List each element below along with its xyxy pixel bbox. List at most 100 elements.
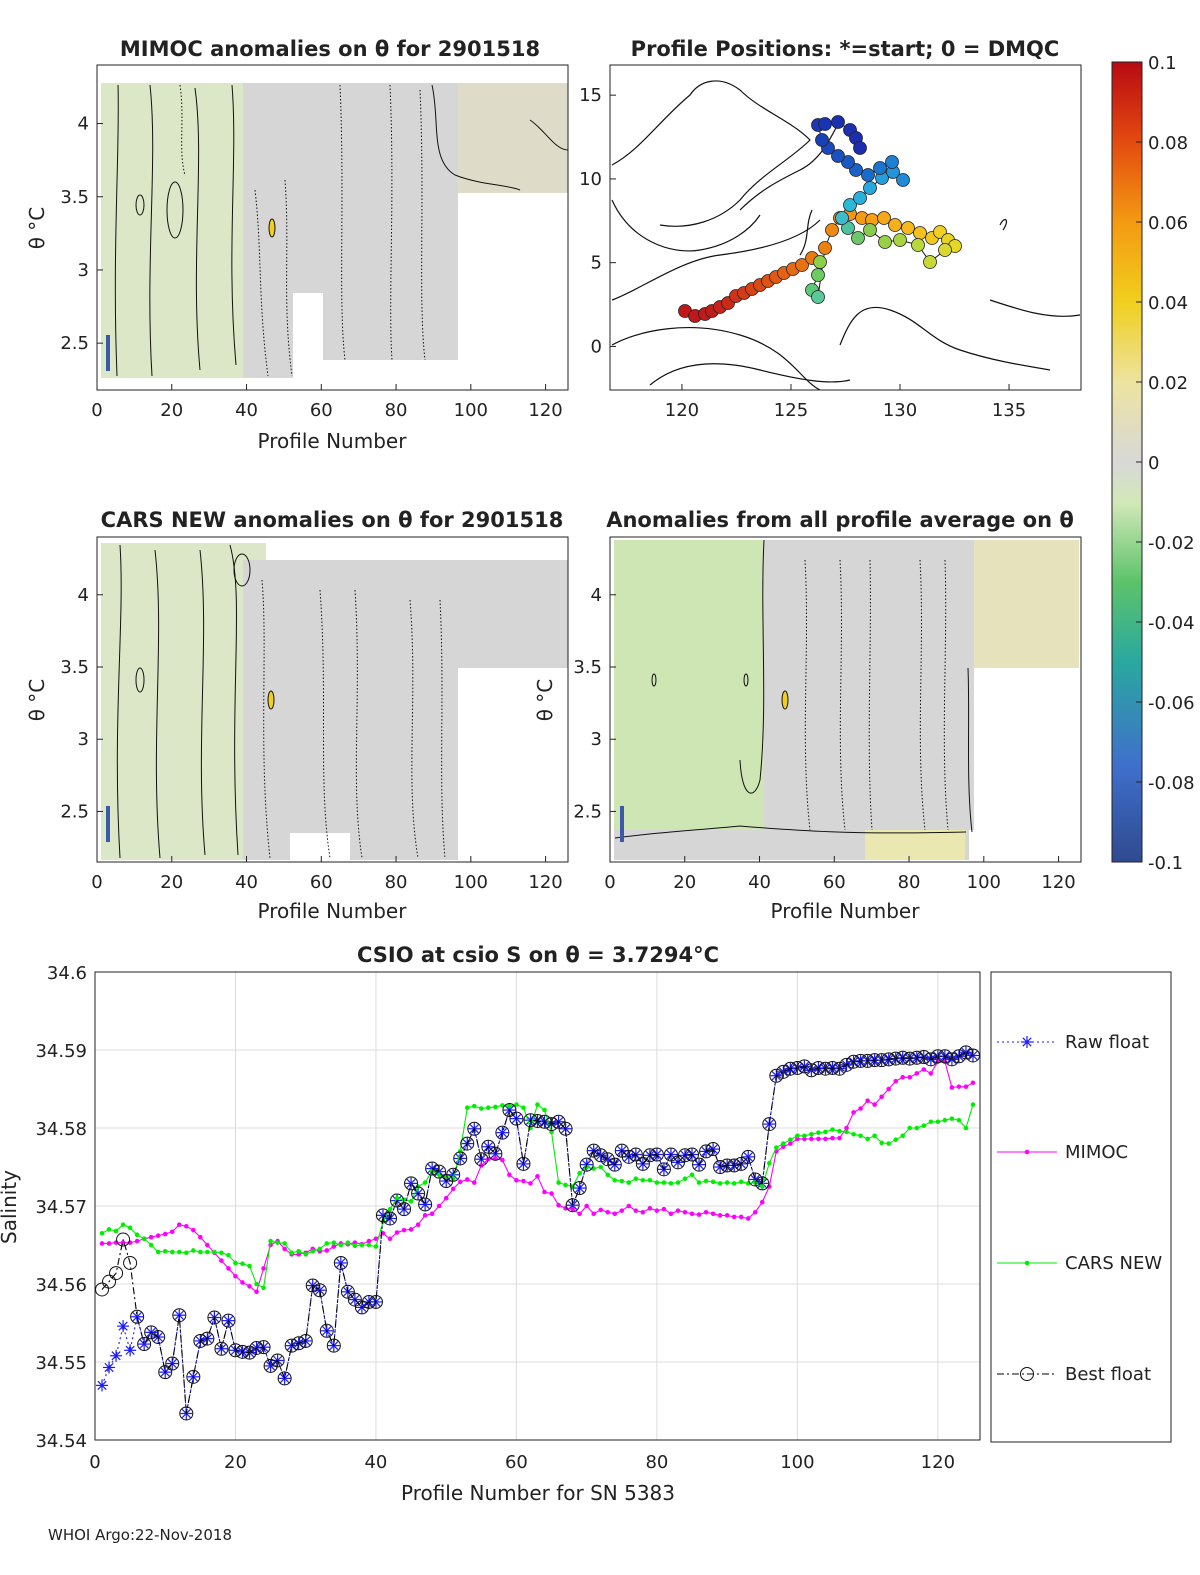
data-point (184, 1223, 189, 1229)
positive-anomaly-spot (781, 690, 789, 710)
data-point (479, 1106, 484, 1111)
data-point (422, 1213, 428, 1218)
data-point (633, 1208, 639, 1213)
colorbar-tick-label: 0 (1148, 453, 1159, 474)
data-point (493, 1104, 498, 1110)
data-point (347, 1292, 362, 1307)
data-point (921, 1123, 927, 1128)
y-tick-label: 3 (78, 729, 89, 750)
star-stroke (933, 1051, 943, 1061)
positive-anomaly-spot (268, 218, 276, 238)
x-tick-label: 120 (528, 872, 562, 893)
data-point (563, 1182, 568, 1188)
data-point (944, 1052, 959, 1067)
profile-position-marker (896, 173, 910, 187)
data-point (361, 1294, 376, 1309)
data-point (724, 1180, 730, 1185)
data-point (956, 1117, 962, 1123)
data-point (766, 1160, 772, 1166)
star-stroke (497, 1128, 508, 1138)
data-point (278, 1372, 291, 1385)
data-point (928, 1071, 934, 1076)
x-tick-label: 20 (160, 872, 183, 893)
data-point (790, 1060, 805, 1075)
data-point (717, 1181, 723, 1186)
profile-position-marker (815, 133, 829, 147)
profile-position-marker (885, 155, 899, 169)
data-point (240, 1261, 245, 1267)
x-tick-label: 60 (823, 872, 846, 893)
x-tick-label: 40 (364, 1452, 387, 1473)
data-point (514, 1102, 519, 1107)
x-tick-label: 60 (310, 872, 333, 893)
star-stroke (265, 1361, 276, 1371)
data-point (422, 1180, 428, 1185)
x-tick-label: 80 (385, 872, 408, 893)
chart-title: CSIO at csio S on θ = 3.7294°C (357, 943, 719, 967)
anomaly-field (865, 830, 965, 860)
legend-box (990, 971, 1172, 1443)
mimoc-axes-frame (96, 64, 569, 391)
profile-position-marker (901, 221, 915, 235)
data-point (375, 1208, 390, 1223)
star-stroke (518, 1159, 529, 1169)
data-point (879, 1094, 884, 1100)
data-point (762, 1117, 777, 1132)
y-tick-label: 3.5 (60, 187, 89, 208)
data-point (102, 1274, 117, 1289)
data-point (366, 1238, 372, 1244)
y-tick-label: 5 (591, 253, 602, 274)
y-tick-label: 34.58 (35, 1119, 87, 1140)
data-point (649, 1147, 664, 1162)
profile-position-marker (853, 191, 867, 205)
data-point (523, 1113, 538, 1128)
data-point (124, 1344, 137, 1357)
data-point (682, 1176, 688, 1181)
profile-position-marker (911, 238, 925, 252)
data-point (240, 1280, 245, 1285)
data-point (556, 1180, 561, 1185)
data-point (530, 1113, 545, 1128)
data-point (731, 1214, 737, 1220)
data-point (130, 1309, 145, 1324)
star-stroke (1022, 1037, 1032, 1047)
colorbar-tick-label: 0.08 (1148, 133, 1188, 154)
star-stroke (434, 1167, 444, 1177)
average-xlabel: Profile Number (771, 899, 921, 923)
chart-series (95, 1045, 980, 1421)
star-stroke (329, 1340, 339, 1351)
data-point (689, 1211, 695, 1217)
data-point (874, 1053, 889, 1068)
average-yticks: 2.5 3 3.5 4 (573, 585, 616, 822)
data-point (509, 1111, 524, 1126)
cars-xlabel: Profile Number (258, 899, 408, 923)
data-point (942, 1117, 948, 1123)
series-mimoc (99, 1059, 976, 1295)
data-point (914, 1125, 920, 1131)
data-point (162, 1231, 168, 1237)
star-stroke (420, 1199, 430, 1210)
data-point (752, 1209, 758, 1215)
data-point (387, 1206, 393, 1212)
data-point (788, 1141, 793, 1146)
positions-axes-frame (609, 64, 1082, 391)
data-point (963, 1084, 969, 1089)
data-point (635, 1156, 650, 1171)
data-point (460, 1136, 475, 1151)
data-point (544, 1117, 559, 1132)
data-point (535, 1174, 540, 1179)
data-point (738, 1214, 744, 1220)
star-stroke (905, 1053, 915, 1064)
data-point (956, 1084, 962, 1089)
y-tick-label: 34.57 (35, 1197, 87, 1218)
data-point (1021, 1036, 1033, 1048)
average-xticks: 0 20 40 60 80 100 120 (604, 856, 1076, 893)
data-point (127, 1225, 133, 1231)
data-point (963, 1125, 969, 1131)
legend-label: MIMOC (1065, 1142, 1128, 1163)
data-point (584, 1203, 589, 1209)
data-point (415, 1222, 421, 1228)
y-tick-label: 34.56 (35, 1275, 87, 1296)
data-point (642, 1148, 657, 1163)
data-point (759, 1184, 765, 1189)
